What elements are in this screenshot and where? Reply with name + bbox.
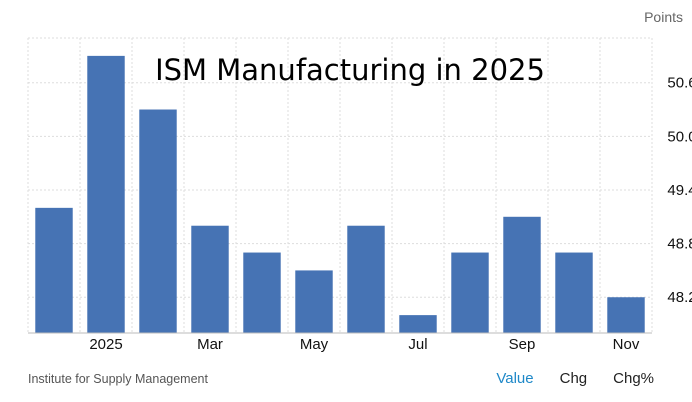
- y-tick-label: 48.8: [667, 236, 692, 253]
- unit-label: Points: [644, 9, 683, 25]
- x-tick-label: Jul: [408, 336, 427, 353]
- y-tick-label: 48.2: [667, 289, 692, 306]
- x-tick-labels: 2025 Mar May Jul Sep Nov: [89, 336, 640, 353]
- bar-oct[interactable]: [555, 252, 593, 333]
- tab-value[interactable]: Value: [496, 370, 534, 387]
- bar-mar[interactable]: [191, 225, 229, 333]
- bar-apr[interactable]: [243, 252, 281, 333]
- bar-2025[interactable]: [87, 55, 125, 334]
- bar-feb[interactable]: [139, 109, 177, 333]
- x-tick-label: 2025: [89, 336, 122, 353]
- metric-tabs: Value Chg Chg%: [496, 370, 654, 387]
- x-tick-label: May: [300, 336, 329, 353]
- bars-layer: [35, 55, 645, 334]
- tab-chg[interactable]: Chg: [559, 370, 588, 387]
- bar-may[interactable]: [295, 270, 333, 333]
- grid-layer: [27, 37, 653, 333]
- y-tick-label: 50.0: [667, 128, 692, 145]
- x-tick-label: Sep: [509, 336, 536, 353]
- tab-chg-pct[interactable]: Chg%: [613, 370, 654, 387]
- bar-dec[interactable]: [35, 207, 73, 333]
- y-tick-labels: 48.2 48.8 49.4 50.0 50.6: [667, 75, 692, 307]
- y-tick-label: 50.6: [667, 75, 692, 92]
- bar-jun[interactable]: [347, 225, 385, 333]
- chart-title: ISM Manufacturing in 2025: [155, 53, 545, 87]
- bar-aug[interactable]: [451, 252, 489, 333]
- source-label: Institute for Supply Management: [28, 372, 208, 386]
- x-tick-label: Nov: [613, 336, 640, 353]
- y-tick-label: 49.4: [667, 182, 692, 199]
- bar-nov[interactable]: [607, 297, 645, 333]
- bar-jul[interactable]: [399, 315, 437, 333]
- x-tick-label: Mar: [197, 336, 223, 353]
- bar-sep[interactable]: [503, 216, 541, 333]
